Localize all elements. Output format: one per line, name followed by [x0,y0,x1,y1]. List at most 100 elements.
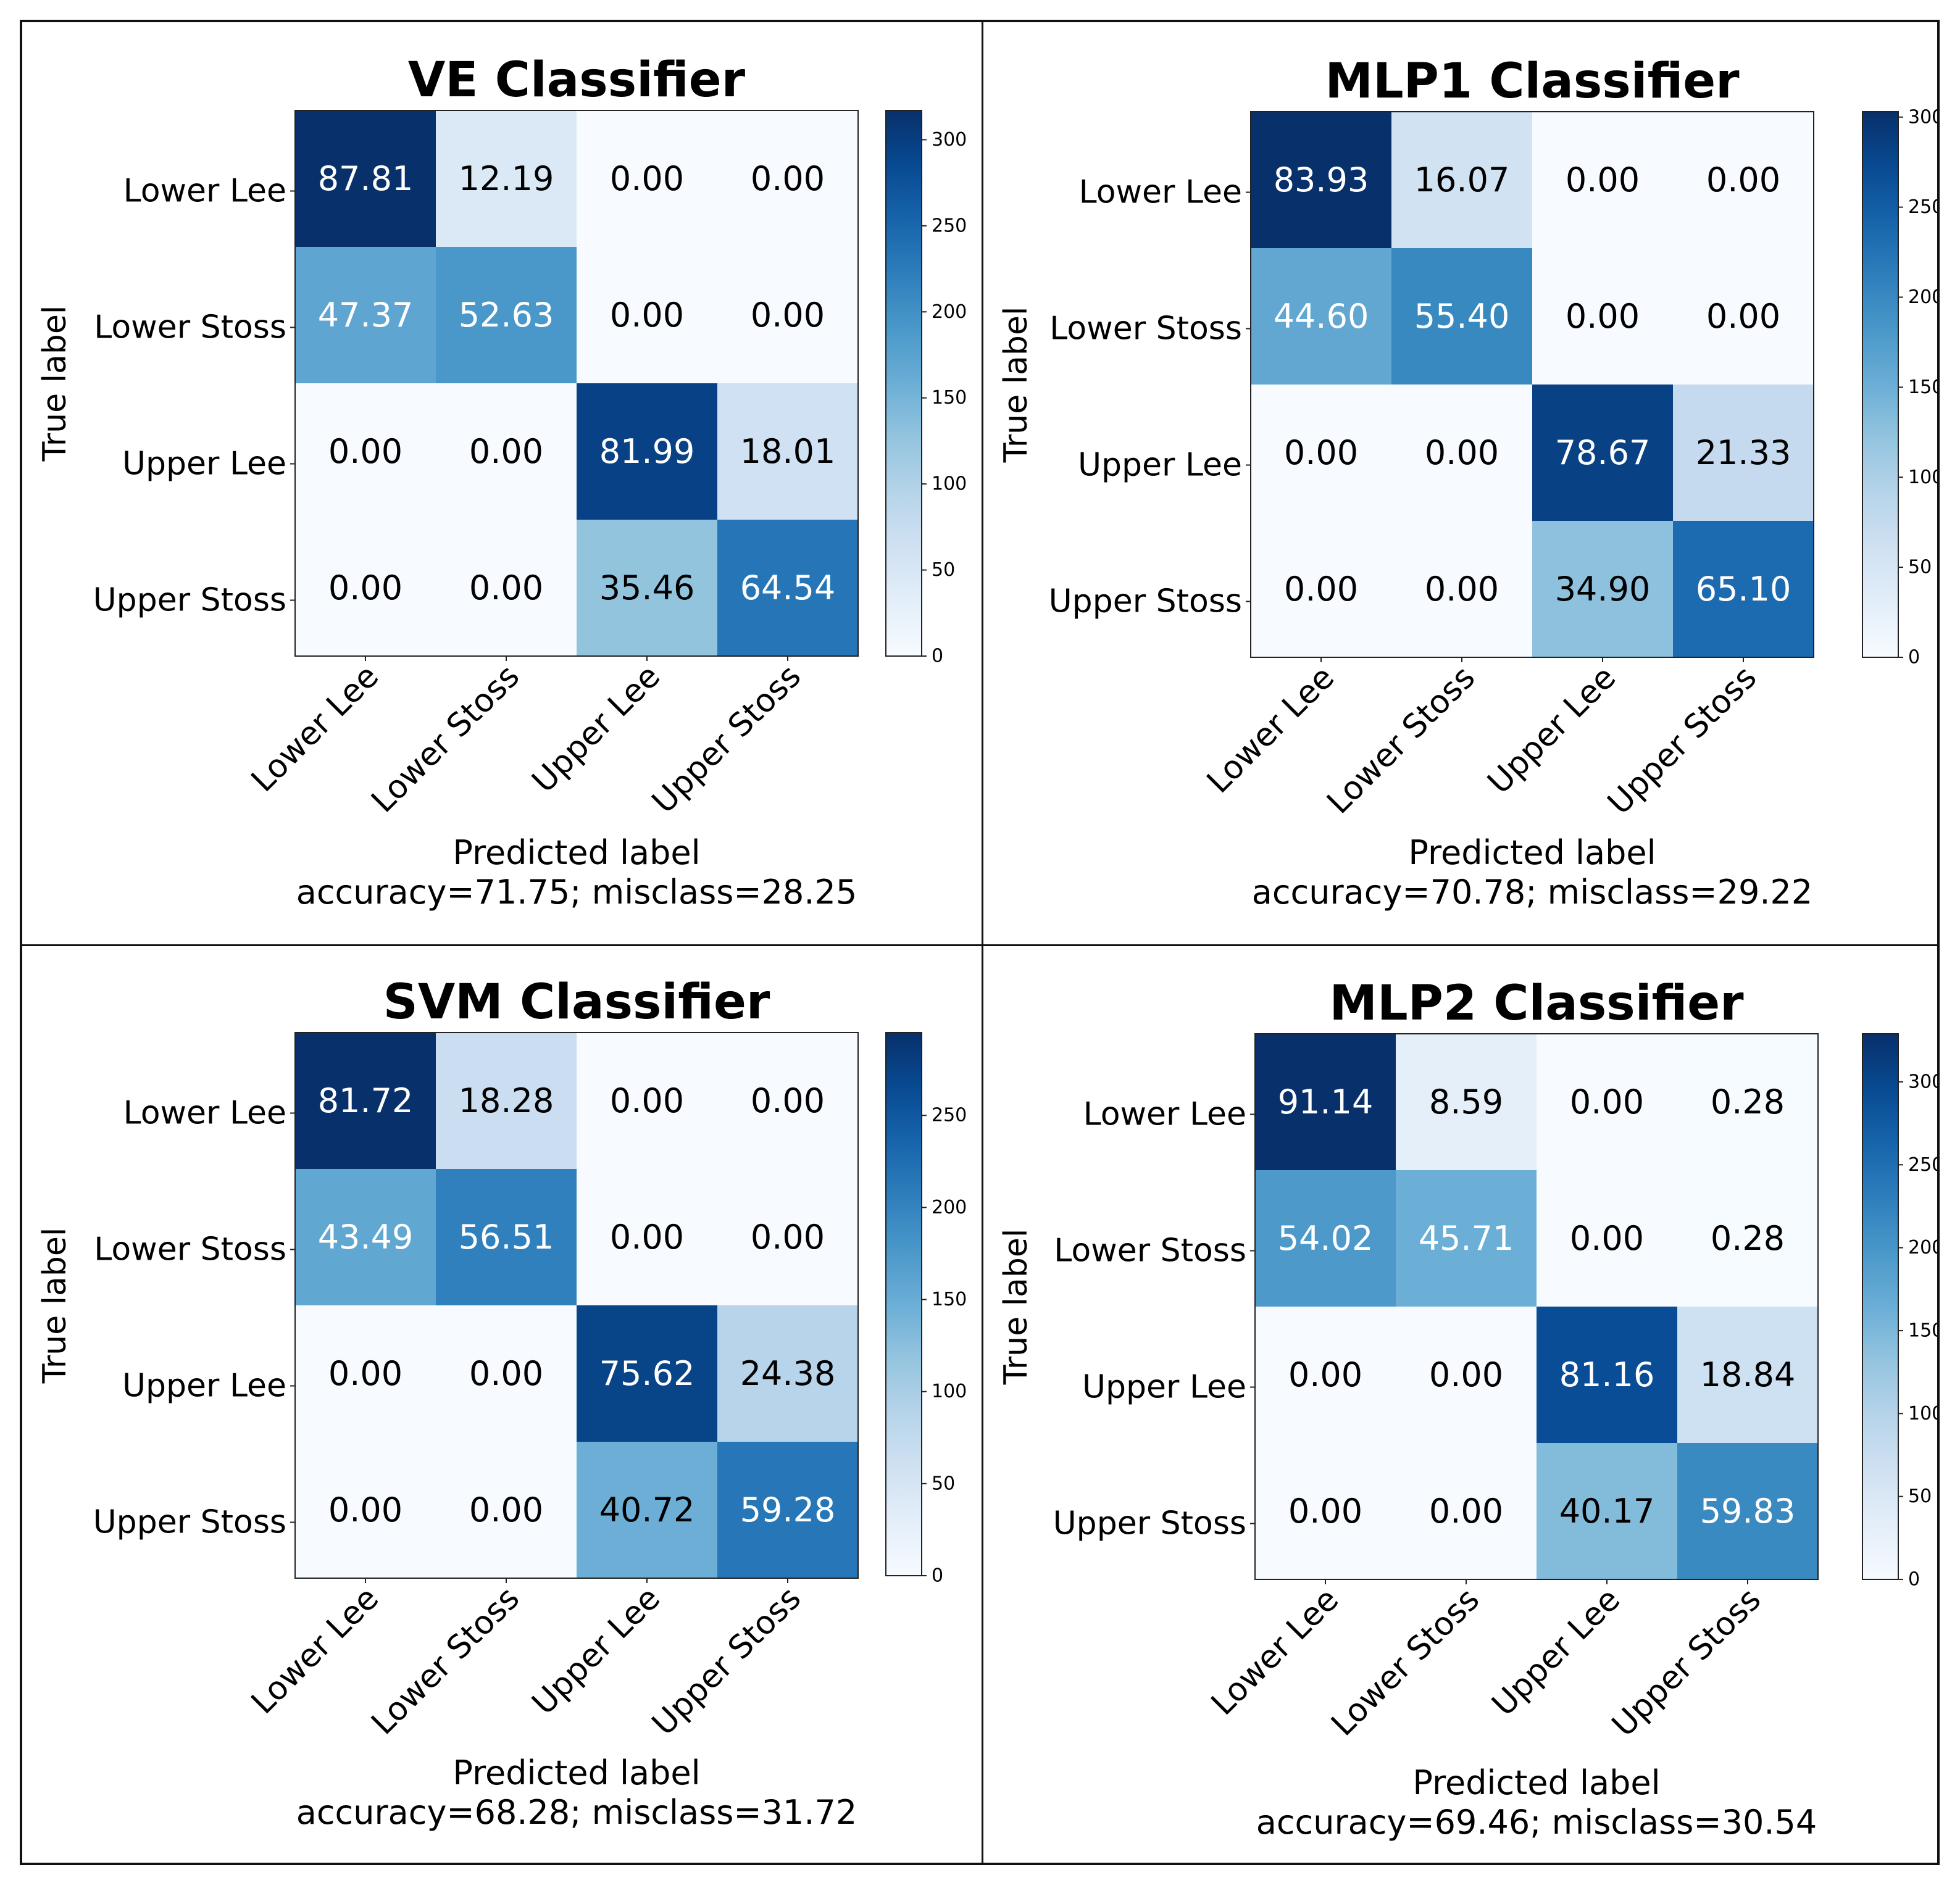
panel-mlp2-classifier: MLP2 Classifier 91.14 8.59 0.00 0.28 54.02 45.… [983,946,1943,1868]
x-tick-label: Upper Stoss [645,658,808,821]
colorbar-tick-label: 50 [932,1473,955,1494]
matrix-cell-lower-lee-upper-stoss [717,1033,858,1169]
colorbar-tick-label: 100 [1908,467,1938,488]
figure: VE Classifier 87.81 12.19 0.00 0.00 47.37 52.6… [20,20,1940,1865]
cell-value-label: 44.60 [1274,297,1369,336]
accuracy-caption: accuracy=69.46; misclass=30.54 [1256,1803,1817,1842]
y-axis-label: True label [36,306,73,462]
x-tick-label: Lower Stoss [364,1580,527,1742]
matrix-cell-upper-lee-upper-lee [1532,385,1673,521]
matrix-cell-upper-lee-upper-stoss [1673,385,1814,521]
colorbar-tick-label: 300 [1908,1071,1938,1092]
cell-value-label: 0.00 [1566,160,1640,199]
cell-value-label: 83.93 [1274,160,1369,199]
cell-value-label: 0.00 [751,1081,825,1120]
matrix-cell-upper-stoss-lower-stoss [436,1442,577,1578]
matrix-cell-upper-lee-upper-lee [577,1305,717,1442]
x-axis-label: Predicted label [1408,833,1656,872]
x-axis-label: Predicted label [1412,1763,1660,1802]
cell-value-label: 0.00 [1429,1355,1503,1394]
matrix-cell-lower-stoss-lower-stoss [436,247,577,383]
matrix-cell-lower-lee-upper-stoss [1677,1034,1818,1170]
cell-value-label: 56.51 [459,1218,554,1257]
accuracy-caption: accuracy=71.75; misclass=28.25 [296,873,857,912]
cell-value-label: 0.00 [469,1491,543,1529]
matrix-cell-upper-lee-lower-stoss [1391,385,1532,521]
x-tick-label: Lower Lee [244,658,386,799]
matrix-cell-lower-stoss-upper-stoss [1673,248,1814,385]
cell-value-label: 0.00 [328,432,402,471]
cell-value-label: 54.02 [1278,1219,1374,1258]
colorbar-tick-label: 50 [1908,1486,1932,1507]
colorbar-tick-label: 200 [932,1197,967,1218]
cell-value-label: 18.01 [740,432,836,471]
matrix-cell-lower-lee-upper-lee [577,110,717,247]
matrix-cell-lower-lee-lower-stoss [1391,112,1532,248]
colorbar-tick-label: 250 [1908,196,1938,218]
cell-value-label: 0.00 [1429,1492,1503,1531]
chart-title: MLP2 Classifier [1329,976,1744,1031]
matrix-cell-lower-lee-lower-stoss [436,1033,577,1169]
colorbar [885,110,922,657]
matrix-cell-lower-stoss-lower-stoss [1396,1170,1537,1307]
matrix-cell-lower-stoss-upper-lee [1537,1170,1677,1307]
cell-value-label: 40.72 [599,1491,695,1529]
cell-value-label: 0.00 [751,1218,825,1257]
x-tick-label: Lower Stoss [1324,1581,1487,1744]
accuracy-caption: accuracy=68.28; misclass=31.72 [296,1793,857,1832]
x-axis-label: Predicted label [452,833,700,872]
cell-value-label: 0.00 [1284,570,1358,609]
matrix-cell-upper-lee-lower-lee [295,1305,436,1442]
matrix-cell-upper-stoss-lower-stoss [1391,521,1532,657]
y-tick-label: Lower Lee [123,1095,286,1132]
matrix-cell-upper-stoss-lower-lee [1251,521,1391,657]
y-tick-label: Lower Stoss [1049,310,1242,347]
matrix-cell-lower-lee-upper-lee [1532,112,1673,248]
cell-value-label: 75.62 [599,1354,695,1393]
y-tick-label: Lower Lee [1083,1096,1246,1133]
y-tick-label: Upper Stoss [1053,1505,1246,1542]
colorbar-tick-label: 150 [932,387,967,409]
y-tick-label: Upper Lee [122,1368,286,1405]
cell-value-label: 0.00 [1288,1492,1362,1531]
colorbar-tick-label: 100 [932,473,967,495]
cell-value-label: 8.59 [1429,1083,1503,1121]
colorbar-tick-label: 250 [932,215,967,236]
matrix-cell-lower-lee-lower-lee [1255,1034,1396,1170]
matrix-cell-upper-stoss-lower-stoss [1396,1443,1537,1579]
cell-value-label: 0.00 [328,1491,402,1529]
divider-horizontal [22,944,1937,946]
cell-value-label: 0.00 [751,159,825,198]
matrix-cell-upper-stoss-upper-stoss [717,520,858,656]
cell-value-label: 45.71 [1419,1219,1514,1258]
matrix-cell-upper-stoss-upper-lee [577,520,717,656]
matrix-cell-lower-stoss-lower-lee [1255,1170,1396,1307]
cell-value-label: 12.19 [459,159,554,198]
matrix-cell-lower-stoss-upper-stoss [717,1169,858,1305]
cell-value-label: 0.00 [1706,160,1780,199]
x-tick-label: Upper Stoss [1605,1581,1768,1744]
matrix-cell-upper-lee-upper-stoss [717,1305,858,1442]
cell-value-label: 34.90 [1555,570,1651,609]
matrix-cell-lower-lee-lower-lee [295,110,436,247]
matrix-cell-upper-lee-lower-lee [1251,385,1391,521]
matrix-cell-upper-lee-lower-stoss [436,383,577,520]
chart-title: SVM Classifier [383,975,770,1030]
colorbar-tick-label: 150 [1908,376,1938,398]
colorbar-tick-label: 100 [1908,1403,1938,1424]
colorbar-tick-label: 250 [932,1105,967,1126]
x-tick-label: Lower Lee [1200,659,1341,800]
y-tick-label: Upper Stoss [93,582,286,619]
cell-value-label: 0.00 [610,1218,684,1257]
cell-value-label: 40.17 [1559,1492,1655,1531]
matrix-cell-upper-lee-lower-stoss [1396,1307,1537,1443]
cell-value-label: 0.00 [469,1354,543,1393]
cell-value-label: 0.00 [469,568,543,607]
matrix-cell-upper-lee-lower-lee [1255,1307,1396,1443]
cell-value-label: 0.00 [1425,570,1499,609]
matrix-cell-lower-lee-upper-stoss [1673,112,1814,248]
chart-title: VE Classifier [408,52,746,108]
cell-value-label: 78.67 [1555,433,1651,472]
y-tick-label: Lower Stoss [1054,1233,1246,1270]
matrix-cell-upper-stoss-lower-lee [295,1442,436,1578]
